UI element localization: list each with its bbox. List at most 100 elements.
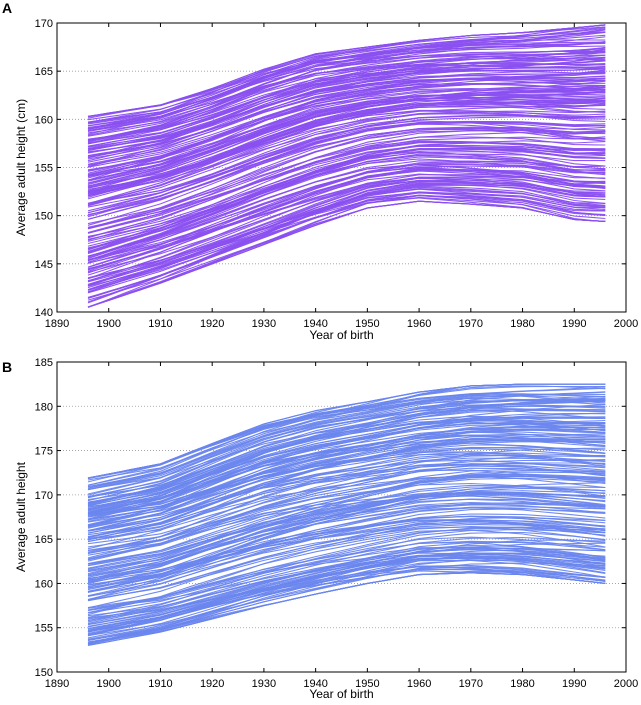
series-line bbox=[87, 565, 606, 632]
series-line bbox=[87, 409, 606, 498]
series-line bbox=[87, 90, 606, 198]
series-line bbox=[87, 557, 606, 644]
series-line bbox=[87, 49, 606, 158]
y-tick-label: 170 bbox=[35, 18, 53, 30]
y-tick-label: 145 bbox=[35, 259, 53, 271]
series-line bbox=[87, 179, 606, 289]
x-tick-label: 1960 bbox=[407, 318, 431, 330]
series-line bbox=[87, 146, 606, 258]
series-line bbox=[87, 127, 606, 216]
x-tick-label: 1980 bbox=[510, 678, 534, 690]
x-tick-label: 1980 bbox=[510, 318, 534, 330]
series-line-lower bbox=[87, 572, 606, 646]
series-line bbox=[87, 173, 606, 280]
series-line bbox=[87, 162, 606, 264]
series-line bbox=[87, 454, 606, 553]
x-tick-label: 1910 bbox=[148, 678, 172, 690]
x-tick-label: 1940 bbox=[303, 678, 327, 690]
series-line bbox=[87, 391, 606, 499]
series-line bbox=[87, 121, 606, 218]
series-line bbox=[87, 82, 606, 165]
series-line bbox=[87, 126, 606, 229]
series-line bbox=[87, 471, 606, 572]
x-tick-label: 1920 bbox=[200, 318, 224, 330]
y-tick-label: 165 bbox=[35, 534, 53, 546]
series-line bbox=[87, 556, 606, 636]
series-line bbox=[87, 93, 606, 177]
series-line bbox=[87, 34, 606, 145]
series-line bbox=[87, 473, 606, 577]
series-line bbox=[87, 62, 606, 132]
series-line bbox=[87, 39, 606, 125]
series-line bbox=[87, 421, 606, 526]
series-line bbox=[87, 433, 606, 529]
series-line bbox=[87, 176, 606, 282]
series-line bbox=[87, 484, 606, 573]
x-tick-label: 1990 bbox=[562, 678, 586, 690]
series-line bbox=[87, 513, 606, 597]
x-axis-label: Year of birth bbox=[309, 328, 373, 342]
series-line bbox=[87, 183, 606, 299]
series-line bbox=[87, 475, 606, 561]
x-tick-label: 1940 bbox=[303, 318, 327, 330]
series-line bbox=[87, 434, 606, 516]
series-line bbox=[87, 529, 606, 601]
x-tick-label: 1990 bbox=[562, 318, 586, 330]
series-line bbox=[87, 482, 606, 578]
series-line bbox=[87, 452, 606, 539]
series-line bbox=[87, 475, 606, 552]
series-line bbox=[87, 85, 606, 177]
series-line-lower bbox=[87, 200, 606, 308]
series-line bbox=[87, 498, 606, 571]
series-line bbox=[87, 67, 606, 158]
y-tick-label: 155 bbox=[35, 163, 53, 175]
series-line bbox=[87, 68, 606, 152]
y-tick-label: 175 bbox=[35, 446, 53, 458]
y-axis-label: Average adult height bbox=[14, 461, 28, 572]
series-line bbox=[87, 196, 606, 286]
y-tick-label: 155 bbox=[35, 623, 53, 635]
series-line bbox=[87, 97, 606, 188]
series-line bbox=[87, 431, 606, 508]
series-line bbox=[87, 47, 606, 123]
series-line bbox=[87, 122, 606, 226]
y-axis-label: Average adult height (cm) bbox=[14, 99, 28, 236]
x-tick-label: 2000 bbox=[614, 678, 638, 690]
series-line bbox=[87, 136, 606, 230]
x-tick-label: 1890 bbox=[45, 678, 69, 690]
series-line bbox=[87, 45, 606, 132]
series-line bbox=[87, 491, 606, 585]
x-tick-label: 1970 bbox=[459, 678, 483, 690]
y-tick-label: 185 bbox=[35, 357, 53, 369]
series-line bbox=[87, 526, 606, 611]
series-line bbox=[87, 522, 606, 584]
y-tick-label: 150 bbox=[35, 211, 53, 223]
series-line bbox=[87, 77, 606, 163]
series-line bbox=[87, 62, 606, 147]
y-tick-label: 165 bbox=[35, 66, 53, 78]
series-line-upper bbox=[87, 383, 606, 479]
series-line bbox=[87, 46, 606, 168]
series-line bbox=[87, 86, 606, 168]
x-axis-label: Year of birth bbox=[309, 687, 373, 700]
y-tick-label: 170 bbox=[35, 490, 53, 502]
series-line bbox=[87, 463, 606, 527]
series-line bbox=[87, 555, 606, 624]
series-line-upper bbox=[87, 24, 606, 117]
x-tick-label: 1960 bbox=[407, 678, 431, 690]
series-line bbox=[87, 462, 606, 560]
series-line bbox=[87, 51, 606, 140]
x-tick-label: 1950 bbox=[355, 678, 379, 690]
series-line bbox=[87, 41, 606, 143]
series-line bbox=[87, 446, 606, 515]
series-lines bbox=[87, 383, 606, 646]
x-tick-label: 1910 bbox=[148, 318, 172, 330]
series-line bbox=[87, 182, 606, 287]
series-line bbox=[87, 547, 606, 612]
y-tick-label: 150 bbox=[35, 667, 53, 679]
series-line bbox=[87, 418, 606, 504]
series-line bbox=[87, 559, 606, 621]
series-line bbox=[87, 101, 606, 195]
series-line bbox=[87, 552, 606, 646]
